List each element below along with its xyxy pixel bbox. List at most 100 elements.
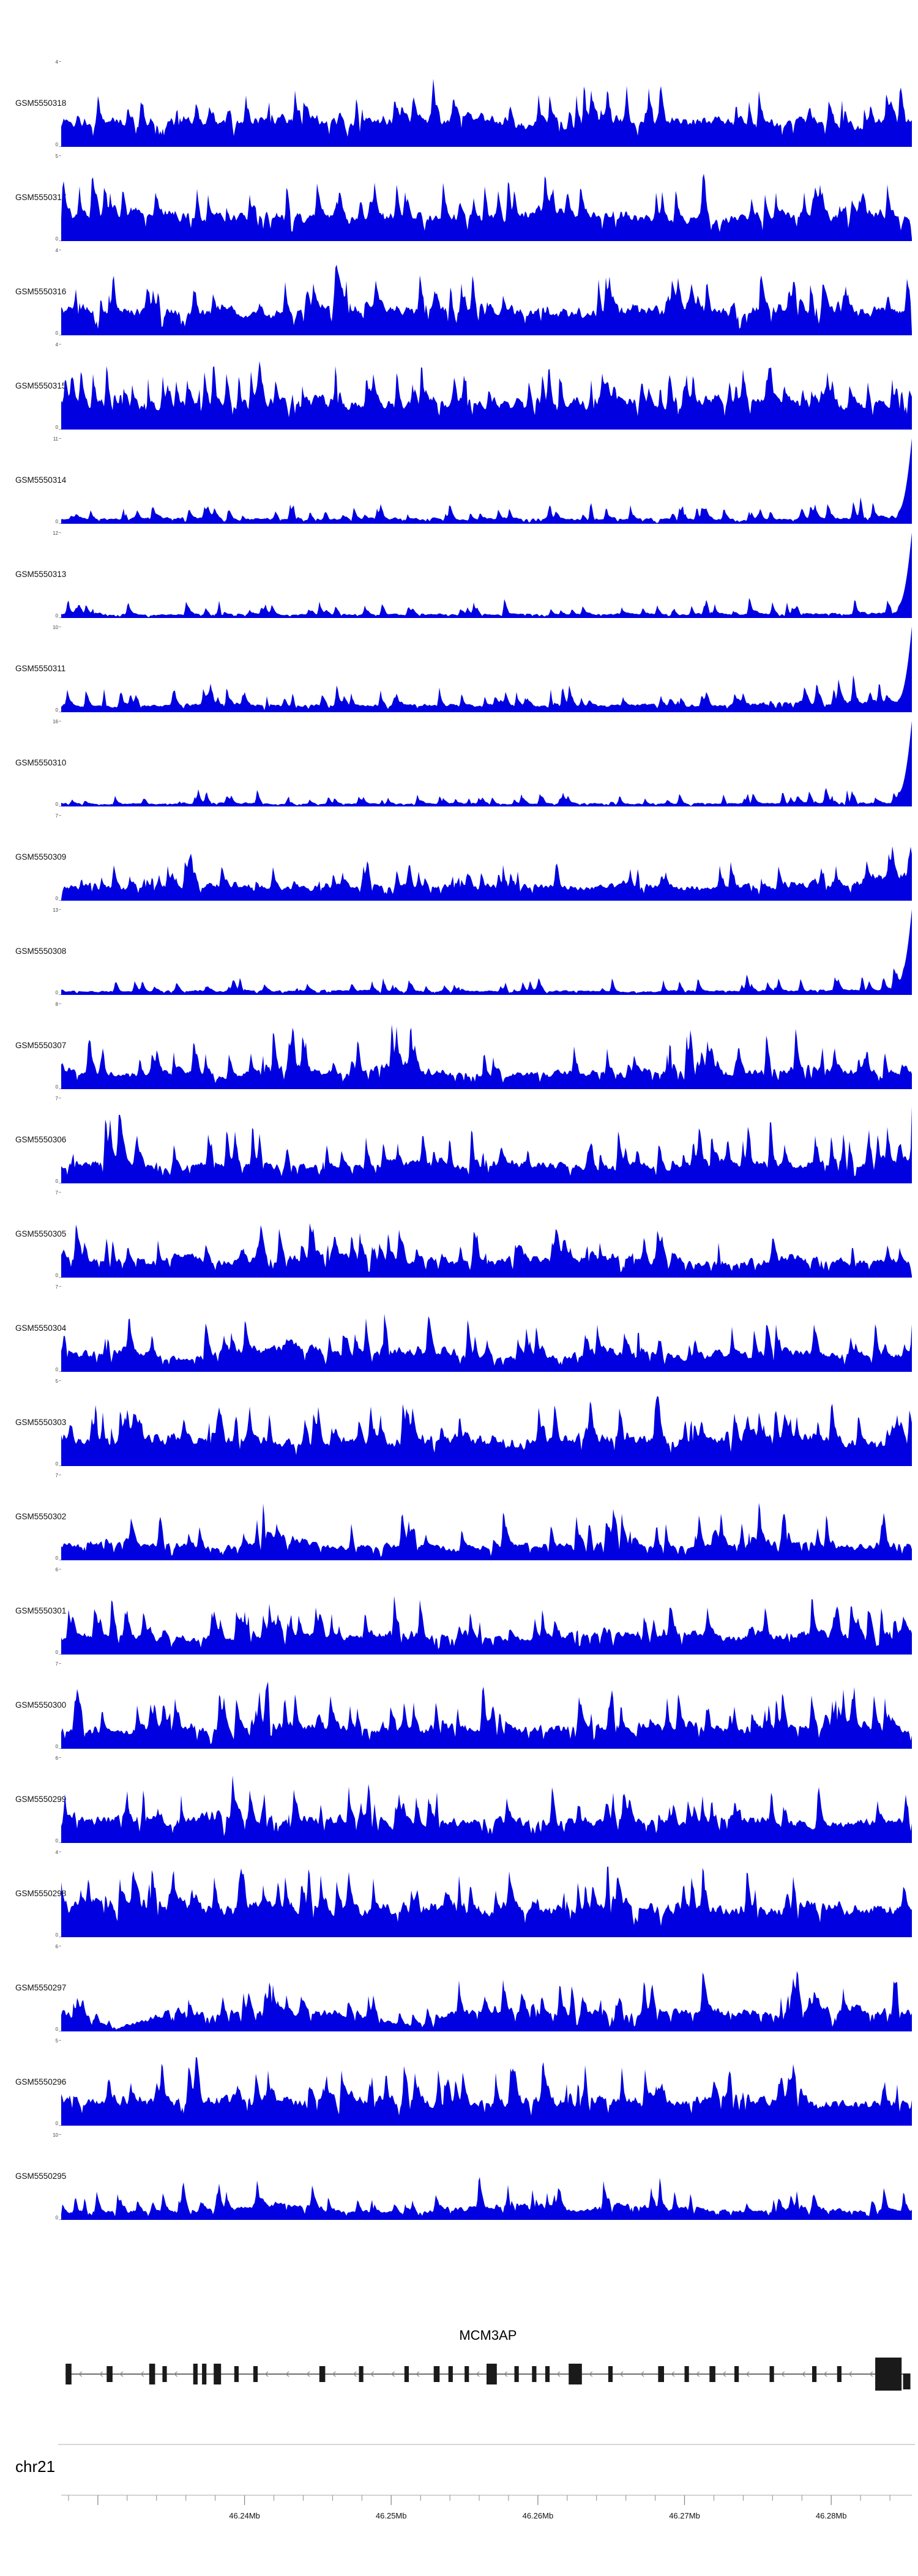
exon-block <box>65 2364 72 2384</box>
y-axis-top-tick <box>59 909 61 910</box>
y-axis-max-label: 7 <box>55 813 58 819</box>
y-axis-max-label: 8 <box>55 1002 58 1007</box>
exon-block <box>514 2366 519 2382</box>
exon-block <box>202 2364 207 2384</box>
strand-arrow-icon <box>370 2371 375 2377</box>
exon-block <box>359 2366 364 2382</box>
y-axis-bottom-tick <box>59 1465 61 1466</box>
sample-label: GSM5550311 <box>15 664 66 673</box>
y-axis-max-label: 10 <box>53 625 58 630</box>
coverage-area-plot <box>61 1866 912 1937</box>
coverage-area-plot <box>61 2057 912 2126</box>
exon-block <box>149 2364 155 2384</box>
strand-arrow-icon <box>285 2371 289 2377</box>
exon-block <box>658 2366 664 2382</box>
sample-label: GSM5550299 <box>15 1795 67 1804</box>
y-axis-min-label: 0 <box>55 1555 58 1561</box>
strand-arrow-icon <box>476 2371 480 2377</box>
coverage-track: GSM5550301 6 0 <box>0 1568 918 1655</box>
sample-label: GSM5550313 <box>15 570 67 579</box>
coverage-track: GSM5550306 7 0 <box>0 1096 918 1184</box>
y-axis-bottom-tick <box>59 1277 61 1278</box>
coverage-track: GSM5550311 10 0 <box>0 625 918 713</box>
strand-arrows-group <box>78 2371 873 2377</box>
coverage-area-plot <box>61 1314 912 1372</box>
ruler-ticks-group <box>68 2495 890 2505</box>
coverage-track: GSM5550314 11 0 <box>0 437 918 524</box>
axis-tick-label: 46.25Mb <box>376 2511 407 2520</box>
separator-line <box>58 2444 915 2445</box>
gene-model-track <box>65 2358 911 2391</box>
exon-block <box>106 2366 113 2382</box>
y-axis-min-label: 0 <box>55 1650 58 1655</box>
sample-label: GSM5550309 <box>15 852 67 862</box>
exon-block <box>487 2364 497 2384</box>
coverage-area-plot <box>61 846 912 901</box>
strand-arrow-icon <box>78 2371 83 2377</box>
coverage-signal-path <box>61 721 912 806</box>
exon-block <box>769 2366 774 2382</box>
sample-label: GSM5550295 <box>15 2172 67 2181</box>
y-axis-min-label: 0 <box>55 236 58 242</box>
coverage-signal-path <box>61 361 912 430</box>
strand-arrow-icon <box>848 2371 853 2377</box>
y-axis-top-tick <box>59 1286 61 1287</box>
coverage-track: GSM5550304 7 0 <box>0 1285 918 1372</box>
strand-arrow-icon <box>173 2371 178 2377</box>
coverage-signal-path <box>61 627 912 712</box>
coverage-signal-path <box>61 532 912 618</box>
exon-block <box>837 2366 842 2382</box>
coverage-track: GSM5550305 7 0 <box>0 1191 918 1278</box>
coverage-area-plot <box>61 1223 912 1278</box>
y-axis-top-tick <box>59 2040 61 2041</box>
coverage-signal-path <box>61 1775 912 1843</box>
sample-label: GSM5550297 <box>15 1983 67 1992</box>
strand-arrow-icon <box>695 2371 700 2377</box>
coverage-area-plot <box>61 361 912 430</box>
y-axis-min-label: 0 <box>55 1084 58 1090</box>
y-axis-min-label: 0 <box>55 1178 58 1184</box>
y-axis-min-label: 0 <box>55 1367 58 1372</box>
exon-block <box>569 2364 582 2384</box>
y-axis-min-label: 0 <box>55 1461 58 1467</box>
coverage-area-plot <box>61 264 912 335</box>
strand-arrow-icon <box>415 2371 420 2377</box>
sample-label: GSM5550317 <box>15 193 67 202</box>
coverage-signal-path <box>61 1971 912 2031</box>
y-axis-min-label: 0 <box>55 896 58 901</box>
axis-tick-label: 46.26Mb <box>523 2511 554 2520</box>
exons-group <box>65 2358 911 2391</box>
sample-label: GSM5550305 <box>15 1229 67 1238</box>
coverage-area-plot <box>61 173 912 241</box>
y-axis-min-label: 0 <box>55 613 58 619</box>
axis-tick-label: 46.27Mb <box>669 2511 700 2520</box>
y-axis-top-tick <box>59 438 61 439</box>
exon-block <box>709 2366 715 2382</box>
y-axis-max-label: 7 <box>55 1096 58 1101</box>
exon-block <box>319 2366 326 2382</box>
y-axis-max-label: 12 <box>53 530 58 536</box>
y-axis-max-label: 5 <box>55 154 58 159</box>
coverage-area-plot <box>61 721 912 806</box>
exon-block <box>532 2366 537 2382</box>
y-axis-max-label: 5 <box>55 2038 58 2044</box>
strand-arrow-icon <box>119 2371 124 2377</box>
strand-arrow-icon <box>99 2371 103 2377</box>
sample-label: GSM5550306 <box>15 1135 67 1144</box>
y-axis-bottom-tick <box>59 146 61 147</box>
coverage-area-plot <box>61 627 912 712</box>
y-axis-min-label: 0 <box>55 990 58 996</box>
sample-label: GSM5550307 <box>15 1041 67 1050</box>
coverage-signal-path <box>61 2177 912 2220</box>
sample-label: GSM5550315 <box>15 381 67 390</box>
coverage-area-plot <box>61 532 912 618</box>
y-axis-top-tick <box>59 1380 61 1381</box>
strand-arrow-icon <box>868 2371 873 2377</box>
exon-block <box>465 2366 469 2382</box>
exon-block <box>734 2366 739 2382</box>
sample-label: GSM5550303 <box>15 1418 67 1427</box>
strand-arrow-icon <box>801 2371 806 2377</box>
coverage-area-plot <box>61 1596 912 1655</box>
coverage-signal-path <box>61 846 912 901</box>
